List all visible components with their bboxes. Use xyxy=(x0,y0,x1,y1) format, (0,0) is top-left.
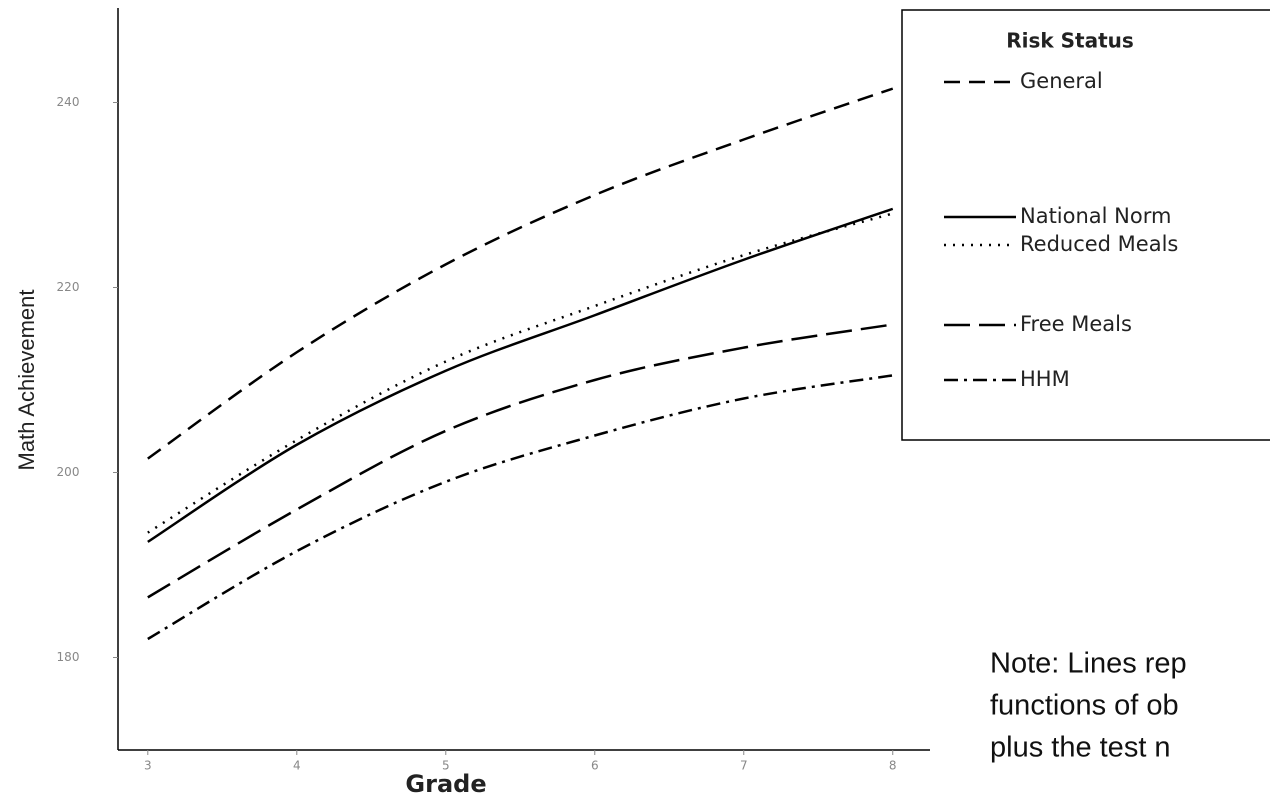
x-axis-label: Grade xyxy=(405,770,486,798)
series-line xyxy=(147,323,893,599)
note-text: functions of ob xyxy=(990,690,1179,722)
y-axis-label: Math Achievement xyxy=(14,290,39,471)
legend-label: Free Meals xyxy=(1020,312,1132,336)
legend-label: HHM xyxy=(1020,367,1070,391)
x-tick-label: 5 xyxy=(442,759,450,773)
series-line xyxy=(147,212,894,534)
series-line xyxy=(147,87,894,460)
legend-box xyxy=(901,9,1270,441)
y-tick-label: 200 xyxy=(57,465,80,479)
y-tick-label: 240 xyxy=(57,95,80,109)
note-text: Note: Lines rep xyxy=(990,648,1187,680)
note-text: plus the test n xyxy=(990,732,1171,764)
x-tick-label: 8 xyxy=(889,759,897,773)
series-line xyxy=(147,374,893,641)
x-tick-label: 6 xyxy=(591,759,599,773)
y-tick-label: 220 xyxy=(57,280,80,294)
legend-title: Risk Status xyxy=(1006,29,1134,53)
x-tick-label: 4 xyxy=(293,759,301,773)
x-tick-label: 7 xyxy=(740,759,748,773)
y-tick-label: 180 xyxy=(57,650,80,664)
legend-label: Reduced Meals xyxy=(1020,232,1178,256)
legend-label: National Norm xyxy=(1020,204,1171,228)
x-tick-label: 3 xyxy=(144,759,152,773)
series-line xyxy=(147,207,894,543)
legend-label: General xyxy=(1020,69,1103,93)
